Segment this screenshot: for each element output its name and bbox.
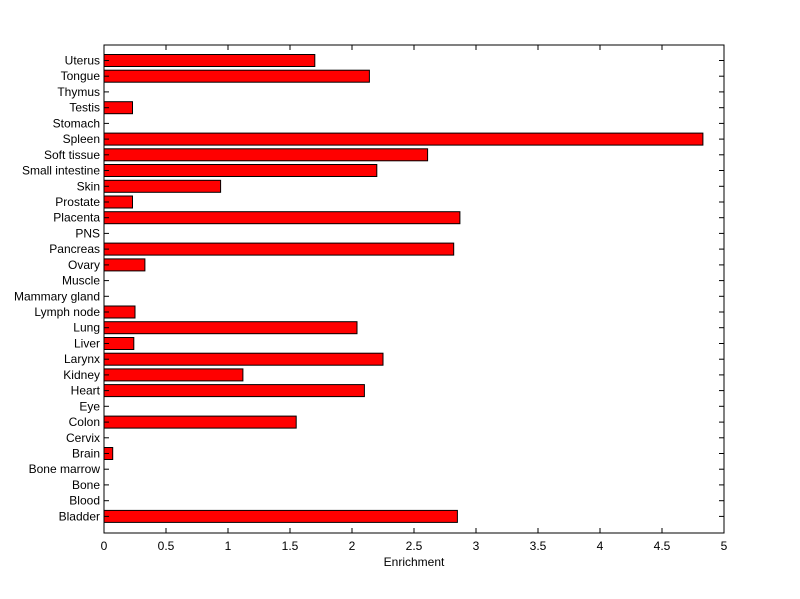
y-tick-label-larynx: Larynx xyxy=(64,352,100,366)
x-tick-label-7: 3.5 xyxy=(530,539,547,553)
x-axis-ticks: 0 0.5 1 1.5 2 2.5 3 3.5 4 4.5 5 xyxy=(101,45,728,553)
bar-soft-tissue xyxy=(103,148,429,162)
bar-spleen xyxy=(103,132,704,146)
bar-tongue xyxy=(103,69,370,83)
x-tick-label-3: 1.5 xyxy=(282,539,299,553)
x-tick-label-1: 0.5 xyxy=(158,539,175,553)
y-tick-label-blood: Blood xyxy=(69,494,100,508)
y-tick-label-tongue: Tongue xyxy=(61,69,101,83)
y-tick-label-heart: Heart xyxy=(71,384,101,398)
y-tick-label-lung: Lung xyxy=(73,321,100,335)
bar-skin xyxy=(103,179,222,193)
y-tick-label-uterus: Uterus xyxy=(65,54,100,68)
x-tick-label-0: 0 xyxy=(101,539,108,553)
y-tick-label-colon: Colon xyxy=(69,415,100,429)
y-tick-label-pns: PNS xyxy=(75,226,100,240)
y-tick-label-mammary-gland: Mammary gland xyxy=(14,289,100,303)
bars-group xyxy=(103,54,704,523)
y-tick-label-placenta: Placenta xyxy=(53,211,100,225)
bar-small-intestine xyxy=(103,164,378,177)
y-tick-label-prostate: Prostate xyxy=(55,195,100,209)
y-tick-label-bone: Bone xyxy=(72,478,100,492)
bar-placenta xyxy=(103,211,461,225)
x-tick-label-9: 4.5 xyxy=(654,539,671,553)
y-tick-label-thymus: Thymus xyxy=(57,85,100,99)
y-tick-label-testis: Testis xyxy=(69,101,100,115)
bar-lung xyxy=(103,321,358,335)
y-tick-label-pancreas: Pancreas xyxy=(49,242,100,256)
y-tick-label-ovary: Ovary xyxy=(68,258,100,272)
x-tick-label-4: 2 xyxy=(349,539,356,553)
x-tick-label-5: 2.5 xyxy=(406,539,423,553)
y-tick-label-soft-tissue: Soft tissue xyxy=(44,148,100,162)
y-tick-label-liver: Liver xyxy=(74,337,100,351)
y-tick-label-stomach: Stomach xyxy=(53,116,100,130)
y-tick-label-brain: Brain xyxy=(72,447,100,461)
x-axis-label: Enrichment xyxy=(384,555,445,569)
y-tick-label-cervix: Cervix xyxy=(66,431,100,445)
x-tick-label-8: 4 xyxy=(597,539,604,553)
x-tick-label-6: 3 xyxy=(473,539,480,553)
x-tick-label-10: 5 xyxy=(721,539,728,553)
bar-larynx xyxy=(103,352,384,366)
y-tick-label-small-intestine: Small intestine xyxy=(22,164,100,178)
x-tick-label-2: 1 xyxy=(225,539,232,553)
plot-background xyxy=(104,45,724,533)
bar-heart xyxy=(103,384,365,398)
bar-kidney xyxy=(103,368,244,382)
y-tick-label-eye: Eye xyxy=(79,399,100,413)
y-tick-label-lymph-node: Lymph node xyxy=(34,305,100,319)
bar-pancreas xyxy=(103,242,455,256)
y-tick-label-kidney: Kidney xyxy=(63,368,100,382)
y-tick-label-spleen: Spleen xyxy=(63,132,100,146)
bar-ovary xyxy=(103,258,146,272)
bar-colon xyxy=(103,415,297,429)
plot-frame xyxy=(103,44,725,534)
y-tick-label-bladder: Bladder xyxy=(59,509,100,523)
y-tick-label-bone-marrow: Bone marrow xyxy=(29,462,101,476)
bar-bladder xyxy=(103,509,458,523)
bar-uterus xyxy=(103,54,316,67)
y-tick-label-skin: Skin xyxy=(77,179,100,193)
y-tick-label-muscle: Muscle xyxy=(62,274,100,288)
